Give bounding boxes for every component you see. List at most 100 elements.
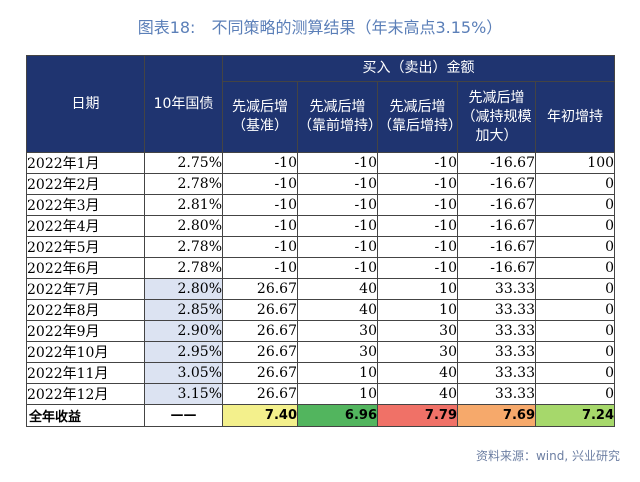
cell-yield: 3.15% (144, 383, 223, 405)
header-date: 日期 (26, 55, 145, 153)
cell-date: 2022年12月 (26, 383, 145, 405)
cell-amount: -10 (297, 215, 378, 237)
cell-amount: -10 (297, 257, 378, 279)
cell-yield: 2.78% (144, 173, 223, 195)
cell-amount: -10 (377, 257, 458, 279)
cell-amount: 26.67 (222, 362, 298, 384)
cell-amount: 30 (297, 320, 378, 342)
cell-amount: -10 (297, 236, 378, 258)
cell-amount: 0 (534, 383, 616, 405)
cell-amount: 0 (534, 320, 616, 342)
cell-yield: 2.85% (144, 299, 223, 321)
cell-yield: 3.05% (144, 362, 223, 384)
cell-amount: 26.67 (222, 341, 298, 363)
cell-amount: -10 (222, 236, 298, 258)
cell-yield: 2.80% (144, 215, 223, 237)
cell-amount: 10 (297, 383, 378, 405)
cell-amount: -10 (377, 236, 458, 258)
total-value: 7.24 (534, 404, 616, 427)
cell-amount: -16.67 (457, 152, 536, 174)
cell-amount: 0 (534, 236, 616, 258)
cell-amount: 40 (377, 383, 458, 405)
cell-amount: 0 (534, 173, 616, 195)
cell-amount: -10 (377, 215, 458, 237)
cell-yield: 2.75% (144, 152, 223, 174)
cell-yield: 2.95% (144, 341, 223, 363)
cell-yield: 2.78% (144, 257, 223, 279)
cell-amount: -10 (222, 194, 298, 216)
table-row: 2022年4月 2.80% -10 -10 -10 -16.67 0 (26, 215, 616, 237)
cell-amount: 40 (297, 299, 378, 321)
cell-amount: 100 (534, 152, 616, 174)
table-row: 2022年8月 2.85% 26.67 40 10 33.33 0 (26, 299, 616, 321)
cell-amount: 26.67 (222, 299, 298, 321)
cell-date: 2022年9月 (26, 320, 145, 342)
cell-amount: -10 (297, 152, 378, 174)
total-yield: —— (144, 404, 223, 427)
header-yield: 10年国债 (144, 55, 223, 153)
total-value: 6.96 (297, 404, 378, 427)
total-label: 全年收益 (26, 404, 145, 427)
cell-date: 2022年7月 (26, 278, 145, 300)
cell-amount: -16.67 (457, 257, 536, 279)
cell-yield: 2.78% (144, 236, 223, 258)
cell-yield: 2.80% (144, 278, 223, 300)
cell-amount: 26.67 (222, 320, 298, 342)
figure-title: 图表18: 不同策略的测算结果（年末高点3.15%） (0, 14, 640, 38)
cell-amount: -10 (377, 173, 458, 195)
table-row: 2022年2月 2.78% -10 -10 -10 -16.67 0 (26, 173, 616, 195)
cell-amount: 30 (377, 320, 458, 342)
cell-amount: -10 (297, 173, 378, 195)
cell-amount: -16.67 (457, 173, 536, 195)
cell-amount: -10 (222, 152, 298, 174)
cell-amount: 40 (377, 362, 458, 384)
header-amount-group: 买入（卖出）金额 (221, 55, 616, 82)
cell-amount: -16.67 (457, 215, 536, 237)
cell-amount: -10 (222, 173, 298, 195)
cell-date: 2022年10月 (26, 341, 145, 363)
table-row: 2022年1月 2.75% -10 -10 -10 -16.67 100 (26, 152, 616, 174)
total-row: 全年收益 —— 7.40 6.96 7.79 7.69 7.24 (26, 404, 616, 427)
cell-amount: 40 (297, 278, 378, 300)
figure-title-text: 不同策略的测算结果（年末高点3.15%） (211, 18, 503, 37)
header-col-2: 先减后增（靠前增持） (297, 81, 382, 153)
table-row: 2022年5月 2.78% -10 -10 -10 -16.67 0 (26, 236, 616, 258)
cell-amount: 33.33 (457, 320, 536, 342)
figure-label: 图表18: (137, 18, 196, 37)
cell-amount: 0 (534, 299, 616, 321)
cell-amount: 10 (297, 362, 378, 384)
cell-amount: -16.67 (457, 194, 536, 216)
table-row: 2022年6月 2.78% -10 -10 -10 -16.67 0 (26, 257, 616, 279)
header-col-1: 先减后增（基准） (222, 81, 298, 153)
cell-amount: 33.33 (457, 383, 536, 405)
cell-date: 2022年4月 (26, 215, 145, 237)
cell-date: 2022年8月 (26, 299, 145, 321)
cell-amount: 33.33 (457, 362, 536, 384)
cell-amount: 0 (534, 194, 616, 216)
table-row: 2022年3月 2.81% -10 -10 -10 -16.67 0 (26, 194, 616, 216)
cell-date: 2022年6月 (26, 257, 145, 279)
cell-date: 2022年5月 (26, 236, 145, 258)
cell-date: 2022年11月 (26, 362, 145, 384)
cell-amount: -10 (297, 194, 378, 216)
cell-amount: -10 (377, 152, 458, 174)
total-value: 7.69 (457, 404, 536, 427)
table-row: 2022年7月 2.80% 26.67 40 10 33.33 0 (26, 278, 616, 300)
cell-amount: 10 (377, 299, 458, 321)
cell-date: 2022年2月 (26, 173, 145, 195)
cell-amount: 0 (534, 215, 616, 237)
cell-amount: 0 (534, 278, 616, 300)
header-col-3: 先减后增（靠后增持） (377, 81, 462, 153)
source-note: 资料来源：wind, 兴业研究 (475, 449, 620, 463)
cell-amount: 33.33 (457, 341, 536, 363)
strategy-results-table: 日期 10年国债 买入（卖出）金额 先减后增（基准） 先减后增（靠前增持） 先减… (26, 55, 616, 427)
cell-amount: 26.67 (222, 278, 298, 300)
cell-date: 2022年1月 (26, 152, 145, 174)
cell-amount: -10 (222, 215, 298, 237)
total-value: 7.40 (222, 404, 298, 427)
cell-amount: 0 (534, 362, 616, 384)
cell-amount: 10 (377, 278, 458, 300)
cell-amount: -10 (222, 257, 298, 279)
table-row: 2022年10月 2.95% 26.67 30 30 33.33 0 (26, 341, 616, 363)
cell-amount: 30 (377, 341, 458, 363)
